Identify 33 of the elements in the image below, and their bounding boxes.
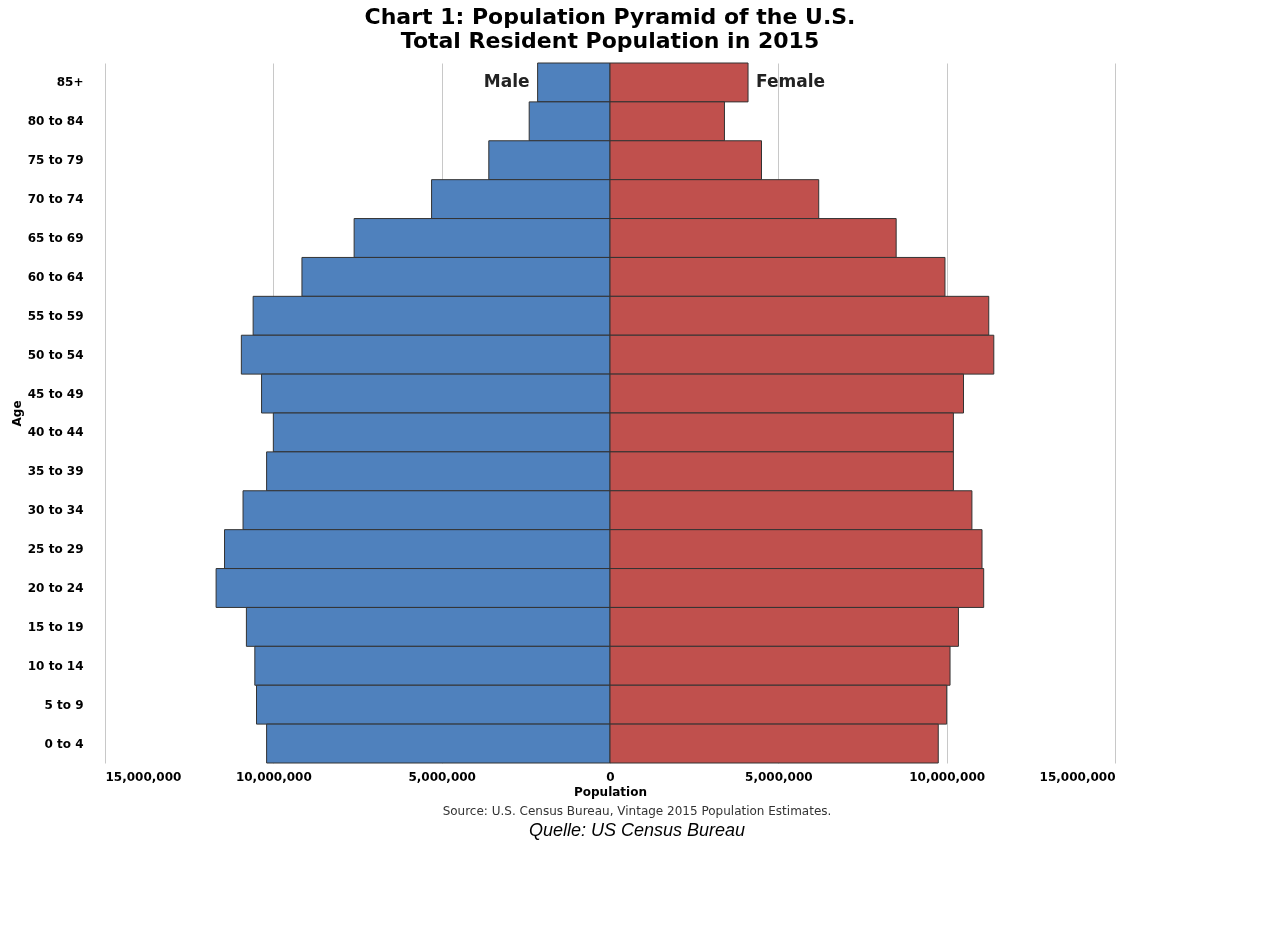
- y-tick-label: 0 to 4: [44, 736, 84, 751]
- y-tick-label: 80 to 84: [27, 114, 84, 129]
- y-tick-label: 35 to 39: [27, 464, 84, 479]
- y-tick-label: 65 to 69: [27, 231, 84, 245]
- y-tick-label: 40 to 44: [27, 425, 84, 440]
- y-tick-label: 60 to 64: [27, 269, 84, 284]
- x-tick-label: 15,000,000: [105, 769, 182, 784]
- y-axis-title: Age: [9, 400, 24, 427]
- x-tick-label: 5,000,000: [408, 769, 476, 784]
- x-tick-label: 5,000,000: [745, 769, 813, 784]
- series-label: Male: [483, 71, 530, 92]
- x-tick-label: 10,000,000: [235, 769, 312, 784]
- y-tick-label: 70 to 74: [27, 192, 84, 207]
- chart-title: Chart 1: Population Pyramid of the U.S.: [364, 3, 856, 29]
- y-tick-label: 50 to 54: [27, 347, 84, 362]
- source-note: Quelle: US Census Bureau: [527, 820, 747, 841]
- y-tick-label: 30 to 34: [27, 503, 84, 518]
- y-tick-label: 75 to 79: [27, 153, 84, 168]
- y-tick-label: 45 to 49: [27, 386, 84, 401]
- y-tick-label: 55 to 59: [27, 308, 84, 323]
- y-tick-label: 20 to 24: [27, 581, 84, 595]
- x-tick-label: 15,000,000: [1039, 769, 1116, 784]
- x-tick-label: 10,000,000: [909, 769, 986, 784]
- chart-subtitle: Total Resident Population in 2015: [400, 27, 820, 53]
- y-tick-label: 85+: [56, 75, 84, 90]
- series-label: Female: [756, 71, 826, 92]
- y-tick-label: 25 to 29: [27, 542, 84, 557]
- y-tick-label: 15 to 19: [27, 619, 84, 634]
- x-tick-label: 0: [606, 769, 615, 784]
- y-tick-label: 5 to 9: [44, 697, 84, 712]
- source-note: Source: U.S. Census Bureau, Vintage 2015 Population Estimates.: [441, 804, 833, 818]
- x-axis-title: Population: [573, 784, 648, 799]
- y-tick-label: 10 to 14: [27, 658, 84, 673]
